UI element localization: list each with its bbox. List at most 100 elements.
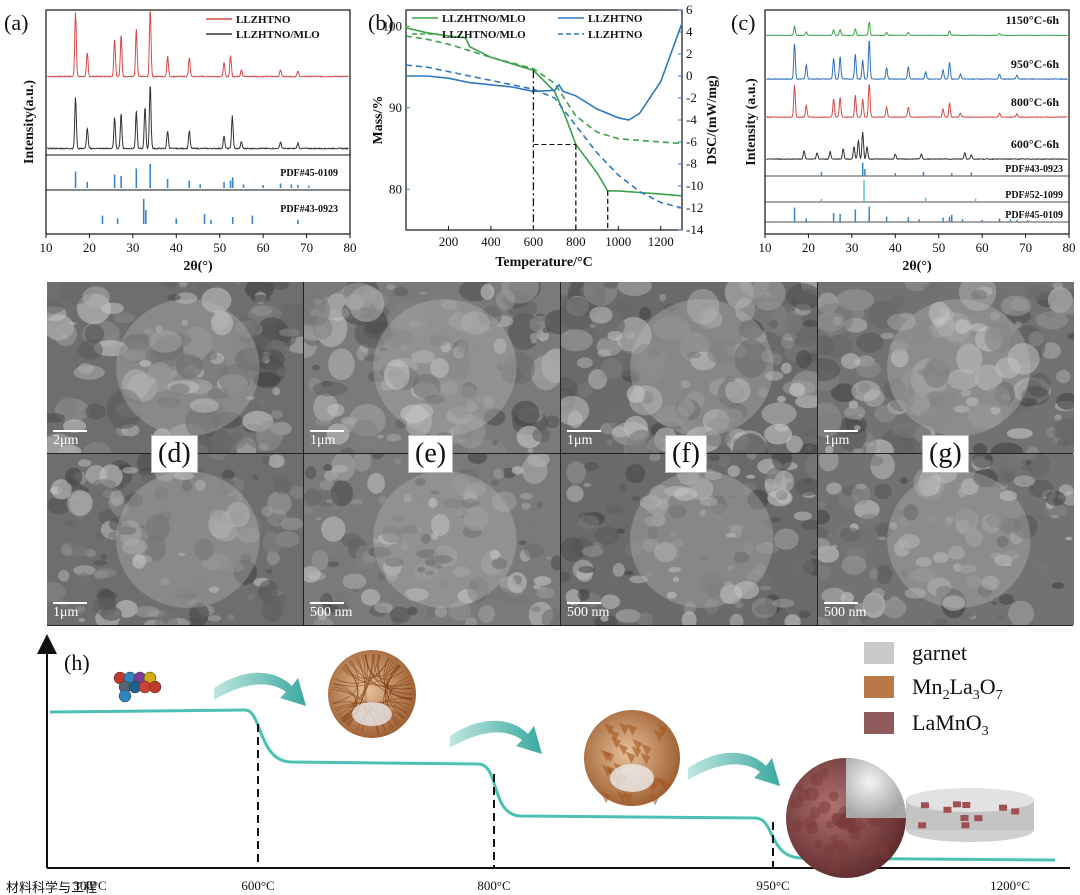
sem-image-e-low-mag: 1μm [304, 282, 560, 453]
legend-label-h-2: LaMnO3 [912, 710, 989, 739]
wire-strand [373, 654, 405, 680]
garnet-core-peek [352, 702, 392, 726]
xrd-series-c-1 [766, 40, 1068, 81]
ref-label-a-0: PDF#45-0109 [280, 168, 338, 179]
scale-bar-label: 500 nm [310, 605, 353, 620]
legend-label-h-1: Mn2La3O7 [912, 674, 1003, 703]
wire-strand [385, 663, 401, 723]
scale-bar-label: 2μm [53, 433, 79, 448]
lmo-grain [828, 791, 839, 802]
xrd-series-a-1 [47, 86, 349, 150]
scale-bar: 1μm [310, 430, 344, 449]
scale-bar-label: 1μm [824, 433, 850, 448]
pellet-lmo-spot [1011, 808, 1020, 815]
plate-facet [606, 765, 617, 778]
panel-label-b: (b) [368, 10, 394, 35]
xtick-label-c-1: 20 [802, 240, 815, 255]
transition-arrow-2 [450, 720, 542, 754]
precursor-atom-7 [148, 680, 162, 694]
series-b-1 [405, 35, 683, 145]
legend-label-part: O [980, 674, 996, 699]
plate-facet [600, 749, 611, 762]
scale-bar-label: 1μm [567, 433, 593, 448]
scale-bar: 1μm [53, 602, 87, 621]
wire-strand [338, 654, 380, 716]
scale-bar: 500 nm [310, 602, 352, 621]
ytick-label-b-1: 90 [389, 100, 402, 115]
y2tick-label-b-2: -10 [686, 178, 703, 193]
legend-swatch-h-1 [864, 676, 894, 698]
ref-label-c-2: PDF#45-0109 [1005, 210, 1063, 221]
sem-image-e-high-mag: 500 nm [304, 454, 560, 625]
wire-strand [348, 660, 412, 690]
pellet-lmo-spot [999, 804, 1008, 811]
panel-label-e: (e) [408, 435, 454, 473]
y2tick-label-b-7: 0 [686, 68, 693, 83]
panel-label-g: (g) [922, 435, 969, 473]
pellet-lmo-spot [974, 815, 983, 822]
series-label-c-2: 800°C-6h [1011, 95, 1059, 109]
pellet-lmo-spot [952, 801, 961, 808]
plate-facet [600, 791, 611, 804]
ytick-label-b-2: 100 [383, 18, 403, 33]
plate-facet [653, 729, 664, 742]
sem-texture [47, 454, 303, 625]
ylabel-c: Intensity (a.u.) [744, 78, 759, 166]
xtick-label-c-2: 30 [845, 240, 858, 255]
panel-label-d: (d) [151, 435, 198, 473]
scale-bar: 1μm [824, 430, 858, 449]
plate-facet [601, 764, 612, 777]
lmo-grain [790, 796, 803, 809]
series-b-3 [405, 64, 683, 209]
sem-image-f-low-mag: 1μm [561, 282, 817, 453]
sem-image-g-high-mag: 500 nm [818, 454, 1074, 625]
plate-facet [649, 793, 660, 806]
sem-texture [304, 282, 560, 453]
xtick-label-a-6: 70 [300, 240, 313, 255]
xtick-label-c-5: 60 [976, 240, 989, 255]
sem-texture [561, 282, 817, 453]
frame-c [764, 9, 1070, 235]
lmo-grain [840, 847, 850, 858]
scale-bar-label: 1μm [310, 433, 336, 448]
wire-strand [378, 654, 413, 695]
y2tick-label-b-9: 4 [686, 24, 693, 39]
stage-label-1: 600°C [241, 878, 274, 893]
sem-image-g-low-mag: 1μm [818, 282, 1074, 453]
xrd-chart-c: (c) 1150°C-6h 950°C-6h 800°C-6h 600°C-6h PDF… [731, 9, 1076, 274]
frame-a [45, 9, 351, 235]
plate-facet [631, 745, 642, 758]
wire-strand [332, 660, 359, 704]
plate-facet [618, 722, 629, 735]
transition-arrow-3 [688, 752, 780, 786]
xlabel-b: Temperature/°C [495, 255, 592, 270]
series-b-0 [405, 27, 683, 197]
xrd-chart-a: (a) LLZHTNO LLZHTNO/MLO PDF#45-0109 PDF#43-… [4, 9, 357, 274]
series-label-c-0: 1150°C-6h [1006, 13, 1060, 27]
xtick-label-a-1: 20 [83, 240, 96, 255]
panel-label-c: (c) [731, 10, 755, 35]
xtick-label-a-7: 80 [344, 240, 357, 255]
plate-facet [622, 791, 633, 804]
wire-strand [340, 664, 358, 720]
stage-label-0: 300°C [73, 878, 106, 893]
legend-label-part: 3 [982, 724, 989, 739]
legend-label-part: LaMnO [912, 710, 982, 735]
pellet-lmo-spot [962, 802, 971, 809]
ytick-label-b-0: 80 [389, 181, 402, 196]
plate-facet [603, 722, 614, 735]
xtick-label-b-2: 600 [524, 234, 544, 249]
wire-strand [333, 664, 401, 687]
scale-bar: 500 nm [567, 602, 609, 621]
pellet-lmo-spot [943, 806, 952, 813]
lmo-grain [832, 812, 846, 827]
lmo-grain [795, 784, 804, 793]
panel-label-a: (a) [4, 10, 28, 35]
wire-strand [345, 653, 375, 725]
xtick-label-b-0: 200 [439, 234, 459, 249]
legend-label-h-0: garnet [912, 640, 967, 665]
plot-area-b: 80 90 100 -14 -12 -10 -8 -6 -4 -2 0 2 4 6 200 400 600 800… [371, 2, 720, 270]
plate-facet [641, 743, 652, 756]
sem-texture [818, 282, 1074, 453]
xtick-label-c-3: 40 [889, 240, 902, 255]
